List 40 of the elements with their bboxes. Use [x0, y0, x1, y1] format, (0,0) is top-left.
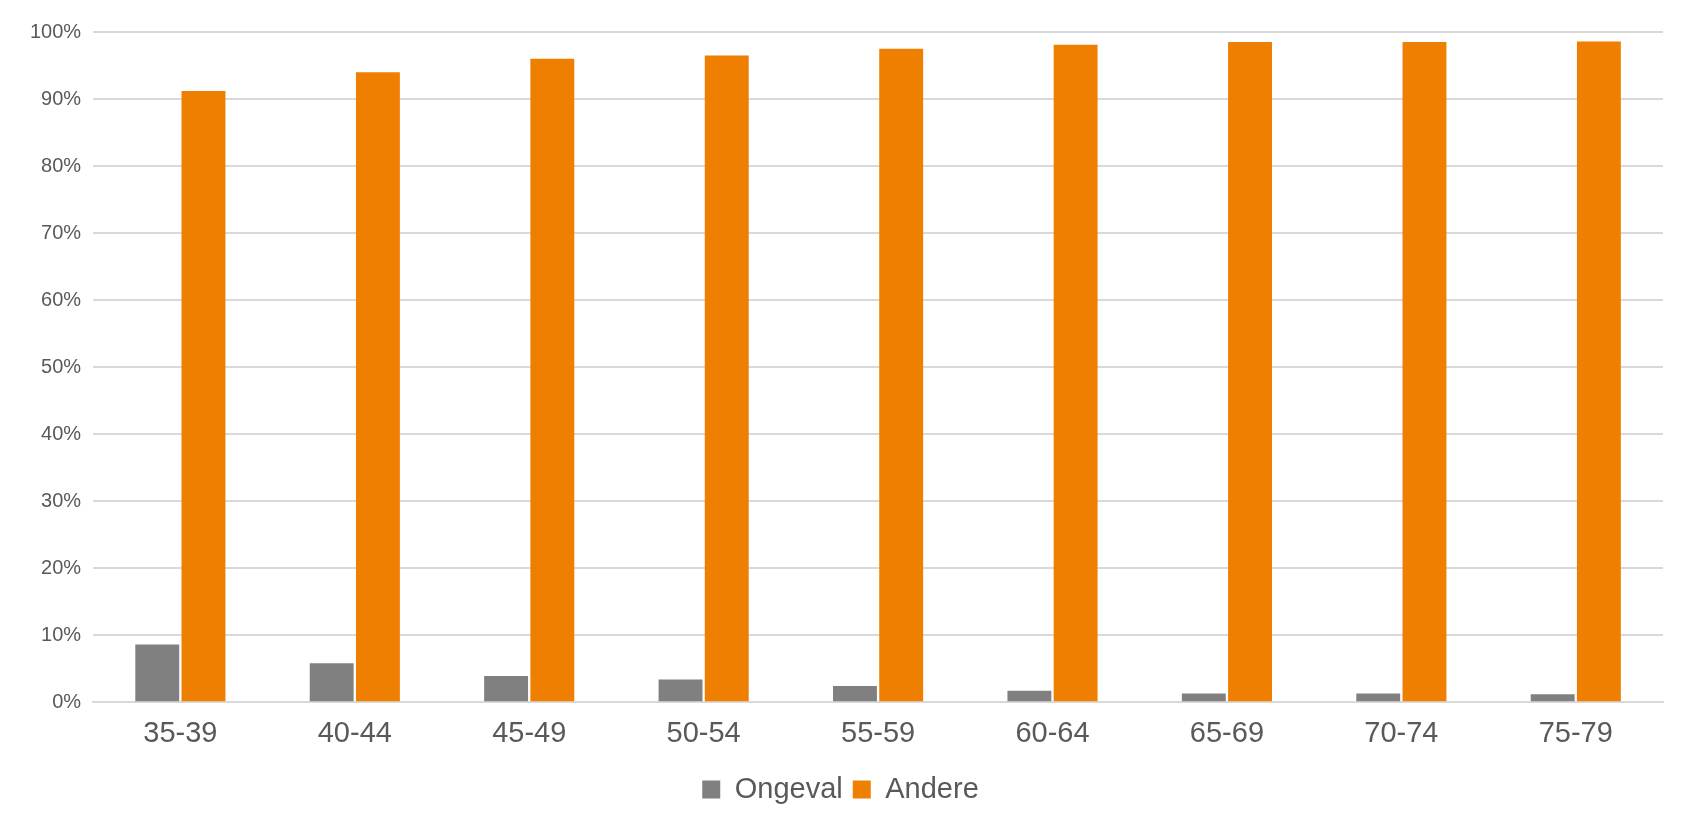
bar	[1007, 690, 1052, 702]
bar	[1402, 42, 1447, 702]
y-tick-label: 20%	[41, 555, 82, 578]
bar	[1530, 694, 1575, 702]
bar	[309, 663, 354, 702]
bar	[1356, 693, 1401, 702]
bar	[181, 90, 226, 702]
x-tick-label: 55-59	[840, 715, 916, 748]
x-tick-label: 65-69	[1189, 715, 1265, 748]
y-tick-label: 70%	[41, 220, 82, 243]
y-tick-label: 100%	[30, 19, 82, 42]
bar	[1181, 693, 1226, 702]
bar	[833, 686, 877, 702]
y-tick-label: 80%	[41, 153, 82, 176]
x-tick-label: 75-79	[1538, 715, 1613, 748]
bar	[658, 679, 703, 702]
bar	[135, 644, 180, 702]
bar	[879, 48, 924, 702]
x-tick-label: 60-64	[1015, 715, 1090, 748]
bar	[704, 55, 749, 702]
y-tick-label: 50%	[41, 354, 82, 377]
x-tick-label: 70-74	[1364, 715, 1439, 748]
legend-label: Andere	[885, 771, 979, 804]
bar	[1576, 41, 1621, 702]
x-tick-label: 45-49	[492, 715, 567, 748]
x-tick-label: 40-44	[317, 715, 392, 748]
legend-label: Ongeval	[734, 771, 843, 804]
y-tick-label: 0%	[52, 689, 82, 712]
bar	[1228, 42, 1272, 702]
y-tick-label: 10%	[41, 622, 82, 645]
y-tick-label: 60%	[41, 287, 82, 310]
y-tick-label: 30%	[41, 488, 82, 511]
bar	[530, 58, 575, 702]
x-tick-label: 50-54	[666, 715, 741, 748]
bar	[484, 676, 529, 702]
bar	[1053, 44, 1098, 702]
bar	[355, 72, 400, 702]
y-tick-label: 40%	[41, 421, 82, 444]
x-tick-label: 35-39	[143, 715, 218, 748]
y-tick-label: 90%	[41, 86, 82, 109]
